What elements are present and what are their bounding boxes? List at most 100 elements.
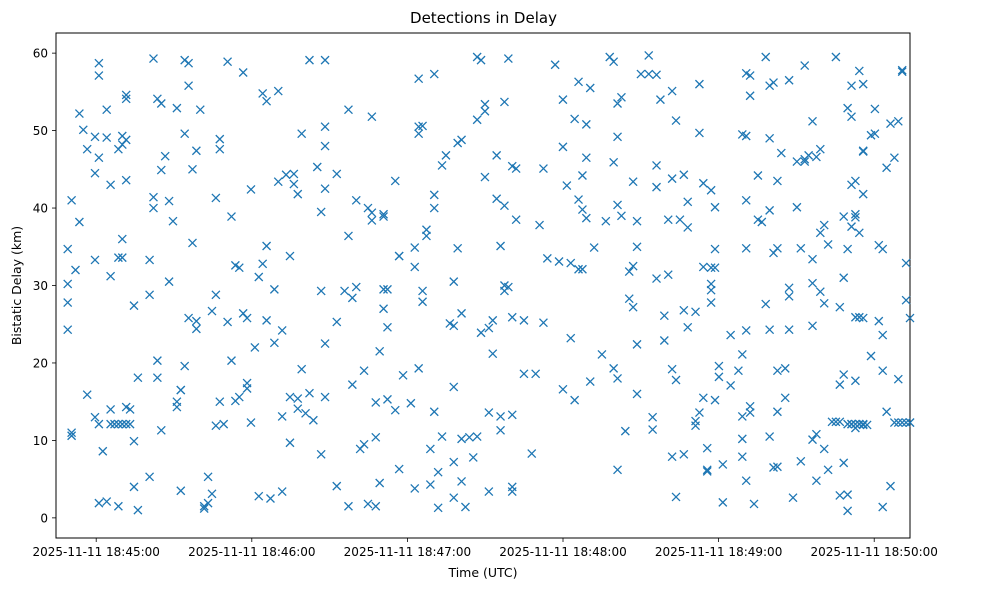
detection-marker bbox=[121, 135, 131, 145]
detection-marker bbox=[449, 382, 459, 392]
detection-marker bbox=[858, 313, 868, 323]
detection-marker bbox=[613, 465, 622, 475]
detection-marker bbox=[152, 373, 162, 383]
detection-marker bbox=[827, 417, 837, 427]
detection-marker bbox=[702, 466, 712, 476]
detection-marker bbox=[375, 346, 385, 356]
detection-marker bbox=[453, 243, 463, 253]
detection-marker bbox=[765, 432, 775, 441]
detection-marker bbox=[293, 394, 303, 404]
detection-marker bbox=[796, 456, 806, 466]
detection-marker bbox=[886, 119, 895, 129]
detection-marker bbox=[234, 392, 244, 402]
detection-marker bbox=[484, 487, 494, 496]
detection-marker bbox=[316, 207, 326, 217]
detection-marker bbox=[784, 75, 794, 85]
detection-marker bbox=[745, 71, 755, 81]
detection-marker bbox=[628, 177, 638, 187]
detection-marker bbox=[484, 323, 494, 333]
detection-marker bbox=[667, 174, 677, 184]
detection-marker bbox=[683, 222, 693, 232]
detection-marker bbox=[808, 435, 817, 445]
detection-marker bbox=[492, 194, 502, 204]
detection-marker bbox=[457, 434, 467, 444]
detection-marker bbox=[410, 483, 420, 493]
detection-marker bbox=[624, 267, 634, 277]
x-axis-ticks: 2025-11-11 18:45:00 2025-11-11 18:46:00 20… bbox=[32, 538, 938, 559]
detection-marker bbox=[351, 195, 361, 205]
detection-marker bbox=[616, 211, 626, 221]
detection-marker bbox=[180, 361, 190, 371]
detection-marker bbox=[492, 150, 502, 160]
detection-marker bbox=[250, 343, 260, 352]
detection-marker bbox=[219, 419, 229, 429]
detection-marker bbox=[145, 472, 155, 482]
detection-marker bbox=[878, 244, 888, 254]
detection-marker bbox=[488, 349, 498, 359]
detection-marker bbox=[437, 432, 447, 441]
detection-marker bbox=[437, 160, 447, 170]
detection-marker bbox=[847, 222, 856, 232]
detection-marker bbox=[305, 55, 314, 65]
detection-marker bbox=[238, 68, 248, 77]
detection-marker bbox=[652, 274, 661, 283]
detection-marker bbox=[741, 195, 751, 205]
detection-marker bbox=[679, 305, 689, 315]
detection-marker bbox=[258, 88, 268, 98]
detection-marker bbox=[652, 70, 661, 80]
detection-marker bbox=[772, 366, 782, 376]
y-tick-label: 10 bbox=[33, 434, 48, 448]
detection-marker bbox=[121, 90, 131, 100]
detection-marker bbox=[519, 315, 529, 325]
detection-marker bbox=[332, 481, 342, 491]
detection-marker bbox=[63, 325, 73, 335]
detection-marker bbox=[90, 255, 100, 265]
y-tick-label: 20 bbox=[33, 356, 48, 370]
detection-marker bbox=[737, 452, 747, 462]
x-tick-label: 2025-11-11 18:45:00 bbox=[32, 545, 159, 559]
plot-area: 2025-11-11 18:45:00 2025-11-11 18:46:00 20… bbox=[32, 32, 938, 559]
detection-marker bbox=[297, 364, 307, 374]
detection-marker bbox=[433, 467, 443, 477]
detection-marker bbox=[102, 105, 112, 115]
detection-marker bbox=[788, 493, 798, 503]
detection-marker bbox=[905, 313, 915, 323]
x-tick-label: 2025-11-11 18:48:00 bbox=[499, 545, 626, 559]
detection-marker bbox=[835, 380, 845, 390]
detection-marker bbox=[156, 99, 166, 108]
detection-marker bbox=[211, 193, 221, 203]
detection-marker bbox=[772, 462, 782, 472]
detection-marker bbox=[800, 157, 810, 167]
detection-marker bbox=[223, 57, 233, 67]
detection-marker bbox=[449, 277, 459, 287]
detection-marker bbox=[761, 52, 771, 62]
detection-marker bbox=[566, 258, 576, 268]
detection-marker bbox=[418, 121, 428, 131]
detection-marker bbox=[683, 322, 693, 332]
detection-marker bbox=[320, 184, 330, 194]
detection-marker bbox=[581, 153, 591, 163]
detection-marker bbox=[90, 132, 100, 142]
detection-marker bbox=[246, 418, 256, 428]
detection-marker bbox=[113, 501, 123, 511]
detection-marker bbox=[882, 407, 892, 417]
detection-marker bbox=[289, 169, 299, 179]
detection-marker bbox=[839, 273, 849, 283]
detection-marker bbox=[691, 307, 700, 317]
detection-marker bbox=[410, 243, 420, 253]
detection-marker bbox=[870, 104, 880, 114]
detection-marker bbox=[843, 244, 853, 254]
detection-marker bbox=[613, 200, 622, 210]
detection-marker bbox=[858, 79, 868, 89]
detection-marker bbox=[585, 83, 595, 93]
detection-marker bbox=[772, 407, 782, 417]
detection-marker bbox=[164, 277, 174, 287]
detection-marker bbox=[850, 209, 860, 219]
detection-marker bbox=[433, 503, 443, 513]
detection-marker bbox=[113, 253, 123, 263]
detection-marker bbox=[675, 215, 685, 225]
detection-marker bbox=[425, 444, 435, 454]
detection-marker bbox=[659, 311, 669, 321]
detection-marker bbox=[293, 189, 303, 199]
detection-marker bbox=[320, 141, 330, 151]
